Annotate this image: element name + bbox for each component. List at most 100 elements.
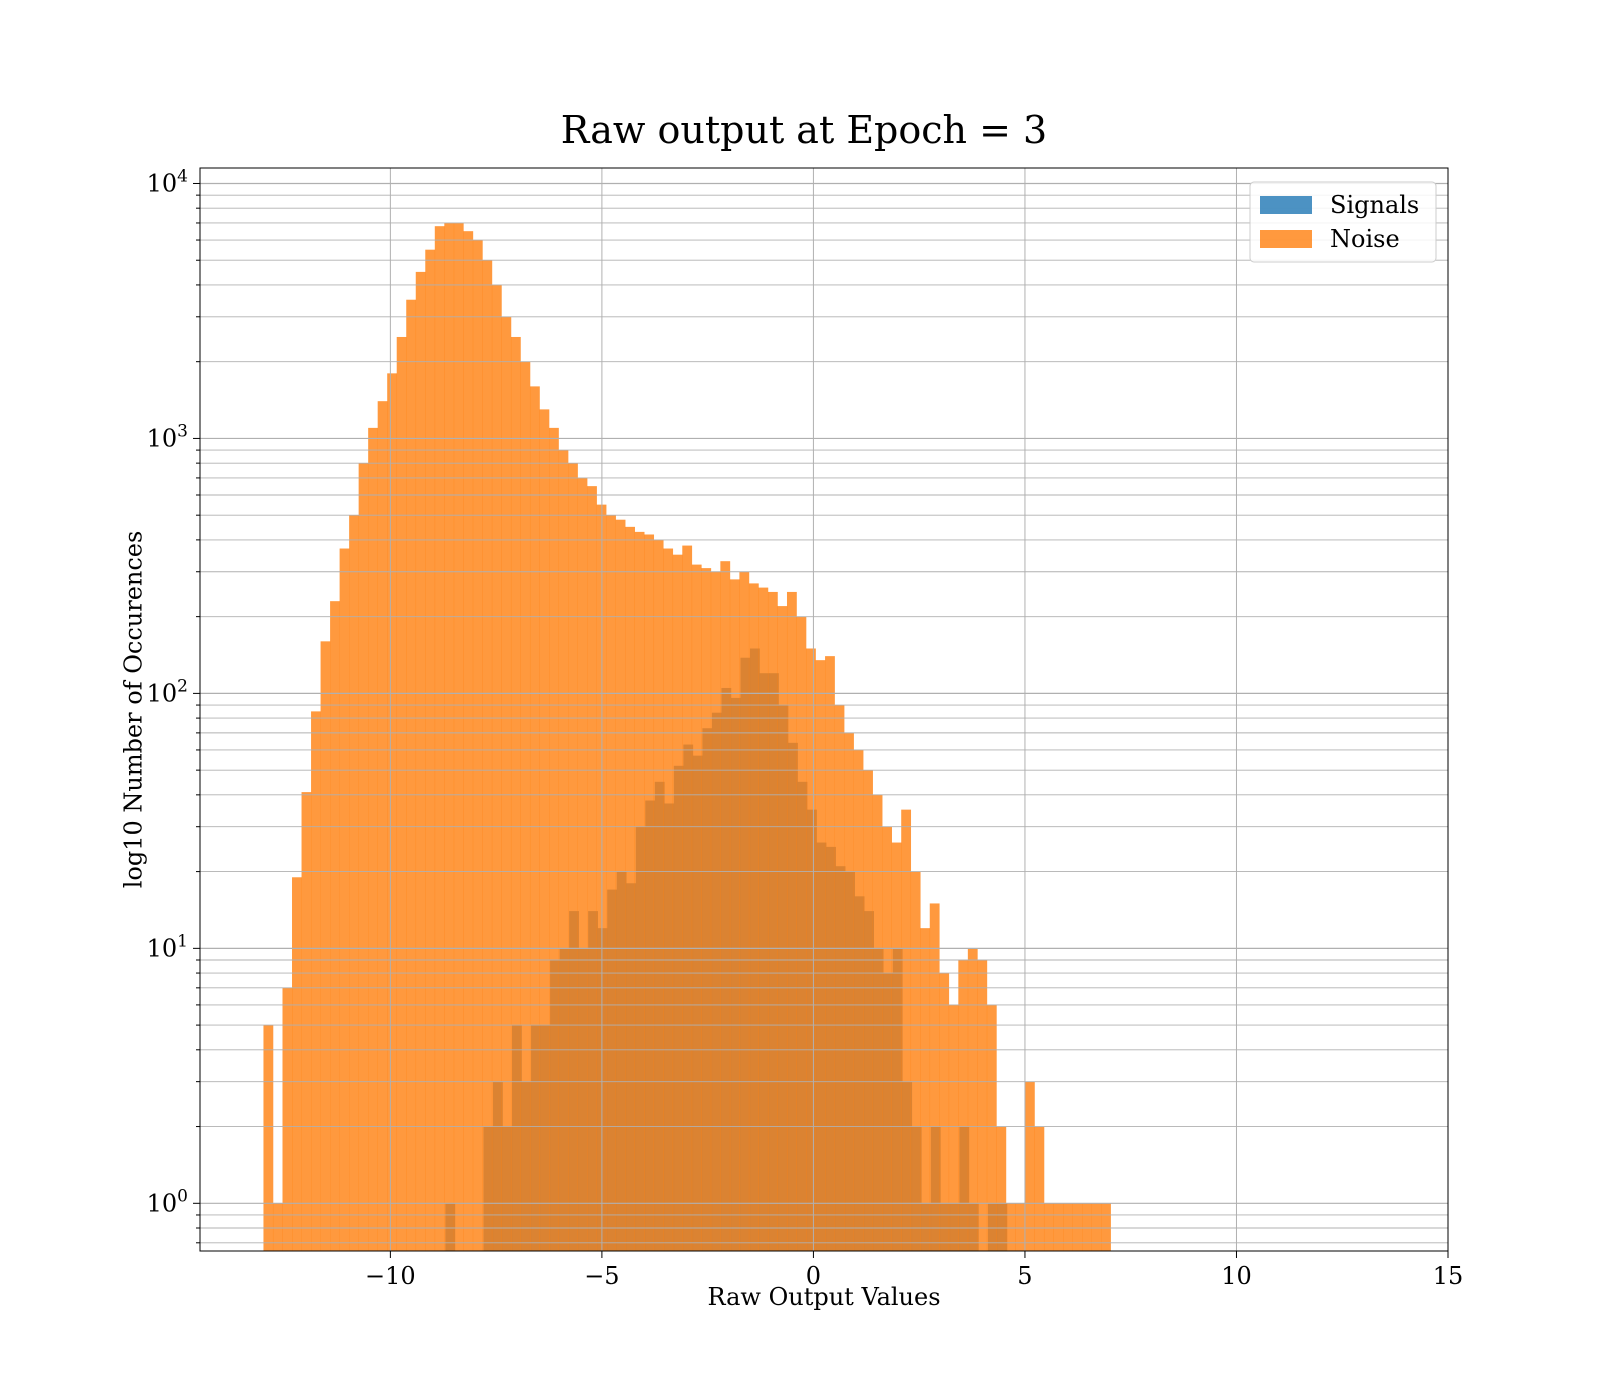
noise-bar (311, 711, 321, 1251)
noise-bar (320, 641, 331, 1251)
x-tick-label: −10 (365, 1262, 416, 1290)
noise-bar (606, 515, 616, 1251)
noise-bar (691, 564, 702, 1251)
legend-swatch-signals (1260, 196, 1312, 214)
noise-bar (806, 648, 816, 1251)
noise-bar (948, 1004, 959, 1251)
noise-bar (996, 1126, 1007, 1251)
noise-bar (263, 1025, 274, 1251)
noise-bar (282, 987, 293, 1251)
x-tick-label: −5 (584, 1262, 619, 1290)
noise-bar (387, 373, 398, 1251)
noise-bar (853, 749, 864, 1251)
noise-bar (558, 450, 569, 1251)
noise-bar (1015, 1203, 1026, 1251)
noise-bar (472, 240, 483, 1251)
noise-bar (986, 1004, 997, 1251)
axes-frame (199, 167, 1449, 1252)
noise-bar (863, 770, 873, 1251)
ticks-layer: −10 −5 0 5 10 15 100 101 102 103 104 (147, 166, 1464, 1290)
noise-bar (358, 463, 369, 1251)
noise-bar (510, 336, 521, 1251)
legend-label-signals: Signals (1330, 191, 1419, 219)
noise-bar (1101, 1203, 1111, 1251)
noise-bar (292, 877, 302, 1251)
x-tick-label: 10 (1221, 1262, 1252, 1290)
noise-bar (406, 299, 417, 1251)
y-axis-label: log10 Number of Occurences (120, 531, 148, 889)
noise-bar (644, 534, 655, 1251)
noise-bar (663, 548, 674, 1251)
noise-bar (1072, 1203, 1083, 1251)
noise-bar (910, 871, 921, 1251)
x-tick-label: 5 (1017, 1262, 1032, 1290)
noise-bar (929, 903, 940, 1251)
noise-bar (577, 477, 588, 1251)
noise-bar (682, 545, 693, 1251)
noise-bar (377, 401, 388, 1252)
noise-bar (330, 601, 340, 1251)
noise-bar (901, 809, 912, 1251)
y-tick-label: 103 (147, 421, 188, 452)
noise-bar (1005, 1203, 1016, 1251)
noise-bar (491, 284, 502, 1251)
noise-bar (568, 463, 578, 1251)
noise-bar (587, 486, 597, 1251)
noise-bar (701, 568, 712, 1251)
noise-bar (1082, 1203, 1092, 1251)
chart-title: Raw output at Epoch = 3 (561, 108, 1047, 152)
y-tick-label: 104 (147, 166, 188, 197)
noise-bar (539, 409, 550, 1251)
noise-bar (482, 260, 493, 1251)
noise-bar (653, 539, 664, 1251)
noise-bar (891, 842, 902, 1251)
x-axis-label: Raw Output Values (707, 1283, 940, 1311)
noise-bar (1091, 1203, 1102, 1251)
y-tick-label: 100 (147, 1186, 188, 1217)
bars-layer (263, 222, 1111, 1252)
noise-bar (549, 427, 559, 1251)
noise-bar (625, 526, 635, 1251)
noise-bar (939, 973, 950, 1251)
noise-bar (710, 571, 721, 1251)
grid-layer (200, 168, 1449, 1251)
noise-bar (825, 656, 835, 1251)
noise-bar (872, 794, 883, 1251)
noise-bar (720, 561, 731, 1251)
noise-bar (501, 316, 512, 1251)
noise-bar (1063, 1203, 1073, 1251)
noise-bar (615, 519, 626, 1251)
noise-bar (444, 222, 455, 1252)
noise-bar (767, 591, 778, 1251)
noise-bar (672, 554, 683, 1251)
noise-bar (415, 271, 426, 1252)
noise-bar (882, 826, 892, 1251)
noise-bar (748, 583, 759, 1251)
noise-bar (368, 427, 378, 1251)
noise-bar (967, 948, 978, 1251)
noise-bar (1034, 1126, 1045, 1251)
noise-bar (729, 579, 740, 1251)
noise-bar (844, 732, 854, 1251)
noise-bar (834, 705, 845, 1251)
noise-bar (349, 515, 359, 1251)
noise-bar (339, 548, 350, 1251)
legend-swatch-noise (1260, 230, 1312, 248)
noise-bar (1043, 1203, 1054, 1251)
noise-bar (1024, 1081, 1035, 1251)
noise-bar (777, 606, 788, 1251)
noise-bar (463, 231, 474, 1251)
legend-label-noise: Noise (1330, 225, 1400, 253)
noise-bar (958, 960, 969, 1251)
noise-bar (272, 1203, 283, 1251)
noise-bar (786, 591, 797, 1251)
noise-bar (396, 336, 407, 1251)
noise-bar (434, 226, 445, 1252)
noise-bar (520, 361, 531, 1251)
y-tick-label: 102 (147, 676, 188, 707)
noise-bar (634, 531, 645, 1251)
noise-bar (739, 571, 750, 1251)
noise-bar (529, 386, 540, 1252)
noise-bar (758, 587, 769, 1251)
